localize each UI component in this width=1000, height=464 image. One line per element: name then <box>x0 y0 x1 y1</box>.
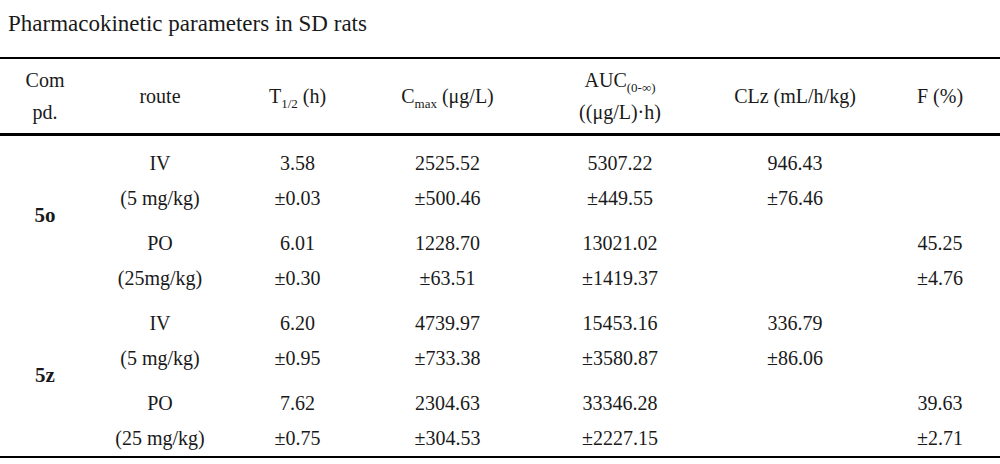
table-body: 5o IV (5 mg/kg) 3.58 ±0.03 2525.52 ±500.… <box>0 134 1000 457</box>
t-half-value: 6.20 <box>230 306 365 341</box>
clz-cell <box>710 376 880 457</box>
c-max-cell: 4739.97 ±733.38 <box>365 296 530 376</box>
t-half-value: 3.58 <box>230 146 365 181</box>
t-half-subscript: 1/2 <box>281 96 298 111</box>
header-row: Com pd. route T1/2 (h) Cmax (μg/L) AUC(0… <box>0 58 1000 134</box>
clz-sd <box>710 261 880 296</box>
header-auc-line1: AUC(0-∞) <box>530 64 710 96</box>
c-max-sd: ±304.53 <box>365 421 530 456</box>
table-row: PO (25mg/kg) 6.01 ±0.30 1228.70 ±63.51 1… <box>0 216 1000 296</box>
auc-sd: ±3580.87 <box>530 341 710 376</box>
c-max-subscript: max <box>415 96 437 111</box>
auc-value: 15453.16 <box>530 306 710 341</box>
t-half-sd: ±0.75 <box>230 421 365 456</box>
f-value <box>880 306 1000 341</box>
table-header: Com pd. route T1/2 (h) Cmax (μg/L) AUC(0… <box>0 58 1000 134</box>
f-cell <box>880 296 1000 376</box>
auc-value: 5307.22 <box>530 146 710 181</box>
c-max-value: 2304.63 <box>365 386 530 421</box>
f-sd <box>880 341 1000 376</box>
compound-label: 5z <box>0 296 90 457</box>
c-max-sd: ±500.46 <box>365 181 530 216</box>
t-half-cell: 6.01 ±0.30 <box>230 216 365 296</box>
header-compound-line2: pd. <box>0 96 90 128</box>
dose-value: (25 mg/kg) <box>90 421 230 456</box>
clz-value: 336.79 <box>710 306 880 341</box>
t-half-sd: ±0.30 <box>230 261 365 296</box>
compound-label: 5o <box>0 134 90 296</box>
route-cell: PO (25 mg/kg) <box>90 376 230 457</box>
f-sd: ±4.76 <box>880 261 1000 296</box>
route-cell: PO (25mg/kg) <box>90 216 230 296</box>
f-cell <box>880 134 1000 216</box>
clz-value: 946.43 <box>710 146 880 181</box>
header-compound-line1: Com <box>0 64 90 96</box>
clz-sd <box>710 421 880 456</box>
dose-value: (5 mg/kg) <box>90 181 230 216</box>
header-f: F (%) <box>880 58 1000 134</box>
c-max-cell: 1228.70 ±63.51 <box>365 216 530 296</box>
t-half-cell: 3.58 ±0.03 <box>230 134 365 216</box>
route-cell: IV (5 mg/kg) <box>90 134 230 216</box>
clz-cell <box>710 216 880 296</box>
table-row: PO (25 mg/kg) 7.62 ±0.75 2304.63 ±304.53… <box>0 376 1000 457</box>
route-value: PO <box>90 226 230 261</box>
auc-subscript: (0-∞) <box>627 80 656 95</box>
clz-cell: 946.43 ±76.46 <box>710 134 880 216</box>
auc-value: 13021.02 <box>530 226 710 261</box>
auc-cell: 5307.22 ±449.55 <box>530 134 710 216</box>
clz-sd: ±76.46 <box>710 181 880 216</box>
c-max-sd: ±63.51 <box>365 261 530 296</box>
header-auc-line2: ((μg/L)·h) <box>530 96 710 128</box>
f-cell: 39.63 ±2.71 <box>880 376 1000 457</box>
auc-sd: ±1419.37 <box>530 261 710 296</box>
header-compound: Com pd. <box>0 58 90 134</box>
table-row: 5o IV (5 mg/kg) 3.58 ±0.03 2525.52 ±500.… <box>0 134 1000 216</box>
pharmacokinetics-table: Com pd. route T1/2 (h) Cmax (μg/L) AUC(0… <box>0 57 1000 458</box>
f-sd: ±2.71 <box>880 421 1000 456</box>
table-title: Pharmacokinetic parameters in SD rats <box>0 0 1000 57</box>
c-max-value: 1228.70 <box>365 226 530 261</box>
f-value <box>880 146 1000 181</box>
clz-value <box>710 386 880 421</box>
auc-sd: ±2227.15 <box>530 421 710 456</box>
t-half-sd: ±0.03 <box>230 181 365 216</box>
t-half-sd: ±0.95 <box>230 341 365 376</box>
c-max-cell: 2525.52 ±500.46 <box>365 134 530 216</box>
f-value: 45.25 <box>880 226 1000 261</box>
t-half-value: 7.62 <box>230 386 365 421</box>
c-max-value: 4739.97 <box>365 306 530 341</box>
route-cell: IV (5 mg/kg) <box>90 296 230 376</box>
f-value: 39.63 <box>880 386 1000 421</box>
route-value: PO <box>90 386 230 421</box>
clz-cell: 336.79 ±86.06 <box>710 296 880 376</box>
t-half-cell: 6.20 ±0.95 <box>230 296 365 376</box>
header-c-max: Cmax (μg/L) <box>365 58 530 134</box>
t-half-value: 6.01 <box>230 226 365 261</box>
dose-value: (5 mg/kg) <box>90 341 230 376</box>
auc-sd: ±449.55 <box>530 181 710 216</box>
auc-cell: 33346.28 ±2227.15 <box>530 376 710 457</box>
page: Pharmacokinetic parameters in SD rats Co… <box>0 0 1000 464</box>
c-max-sd: ±733.38 <box>365 341 530 376</box>
table-row: 5z IV (5 mg/kg) 6.20 ±0.95 4739.97 ±733.… <box>0 296 1000 376</box>
dose-value: (25mg/kg) <box>90 261 230 296</box>
header-auc: AUC(0-∞) ((μg/L)·h) <box>530 58 710 134</box>
clz-value <box>710 226 880 261</box>
auc-cell: 13021.02 ±1419.37 <box>530 216 710 296</box>
header-clz: CLz (mL/h/kg) <box>710 58 880 134</box>
f-cell: 45.25 ±4.76 <box>880 216 1000 296</box>
header-route: route <box>90 58 230 134</box>
header-t-half: T1/2 (h) <box>230 58 365 134</box>
c-max-cell: 2304.63 ±304.53 <box>365 376 530 457</box>
route-value: IV <box>90 146 230 181</box>
c-max-value: 2525.52 <box>365 146 530 181</box>
auc-value: 33346.28 <box>530 386 710 421</box>
f-sd <box>880 181 1000 216</box>
auc-cell: 15453.16 ±3580.87 <box>530 296 710 376</box>
route-value: IV <box>90 306 230 341</box>
clz-sd: ±86.06 <box>710 341 880 376</box>
t-half-cell: 7.62 ±0.75 <box>230 376 365 457</box>
